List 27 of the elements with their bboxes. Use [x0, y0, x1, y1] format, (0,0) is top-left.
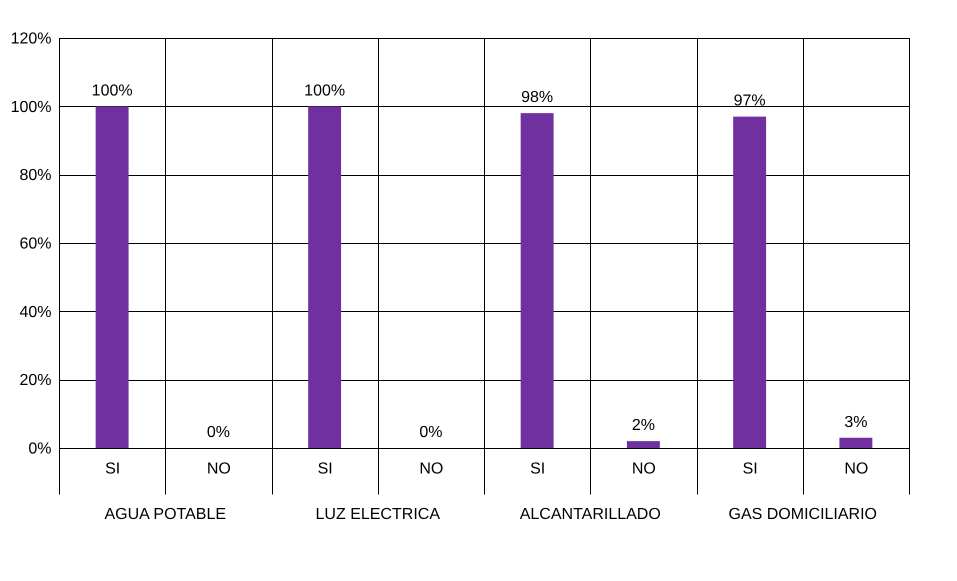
y-tick-label: 100%	[10, 98, 52, 116]
y-tick-label: 0%	[28, 440, 52, 458]
text: AGUA POTABLE	[104, 506, 226, 523]
data-label: 98%	[521, 89, 554, 106]
y-tick-label: 120%	[10, 30, 52, 48]
data-label: 100%	[92, 82, 133, 100]
data-label: 3%	[844, 414, 868, 431]
y-tick-label: 40%	[19, 304, 52, 321]
text: LUZ ELECTRICA	[316, 506, 440, 523]
x-tick-label: NO	[206, 460, 231, 478]
y-tick-label: 80%	[19, 167, 52, 184]
data-label: 0%	[419, 424, 442, 441]
text: ALCANTARILLADO	[520, 506, 661, 523]
x-tick-label: SI	[318, 460, 333, 478]
x-tick-label: NO	[632, 460, 656, 478]
data-label: 100%	[304, 82, 346, 100]
x-tick-label: SI	[530, 460, 546, 478]
x-tick-label: NO	[844, 460, 868, 478]
y-tick-label: 20%	[19, 372, 52, 390]
text: GAS DOMICILIARIO	[728, 506, 877, 523]
x-tick-label: NO	[419, 460, 444, 478]
data-label: 97%	[734, 92, 766, 110]
data-label: 0%	[206, 424, 230, 441]
data-label: 2%	[632, 417, 655, 434]
x-tick-label: SI	[742, 460, 758, 478]
y-tick-label: 60%	[19, 236, 52, 252]
x-tick-label: SI	[105, 460, 120, 478]
